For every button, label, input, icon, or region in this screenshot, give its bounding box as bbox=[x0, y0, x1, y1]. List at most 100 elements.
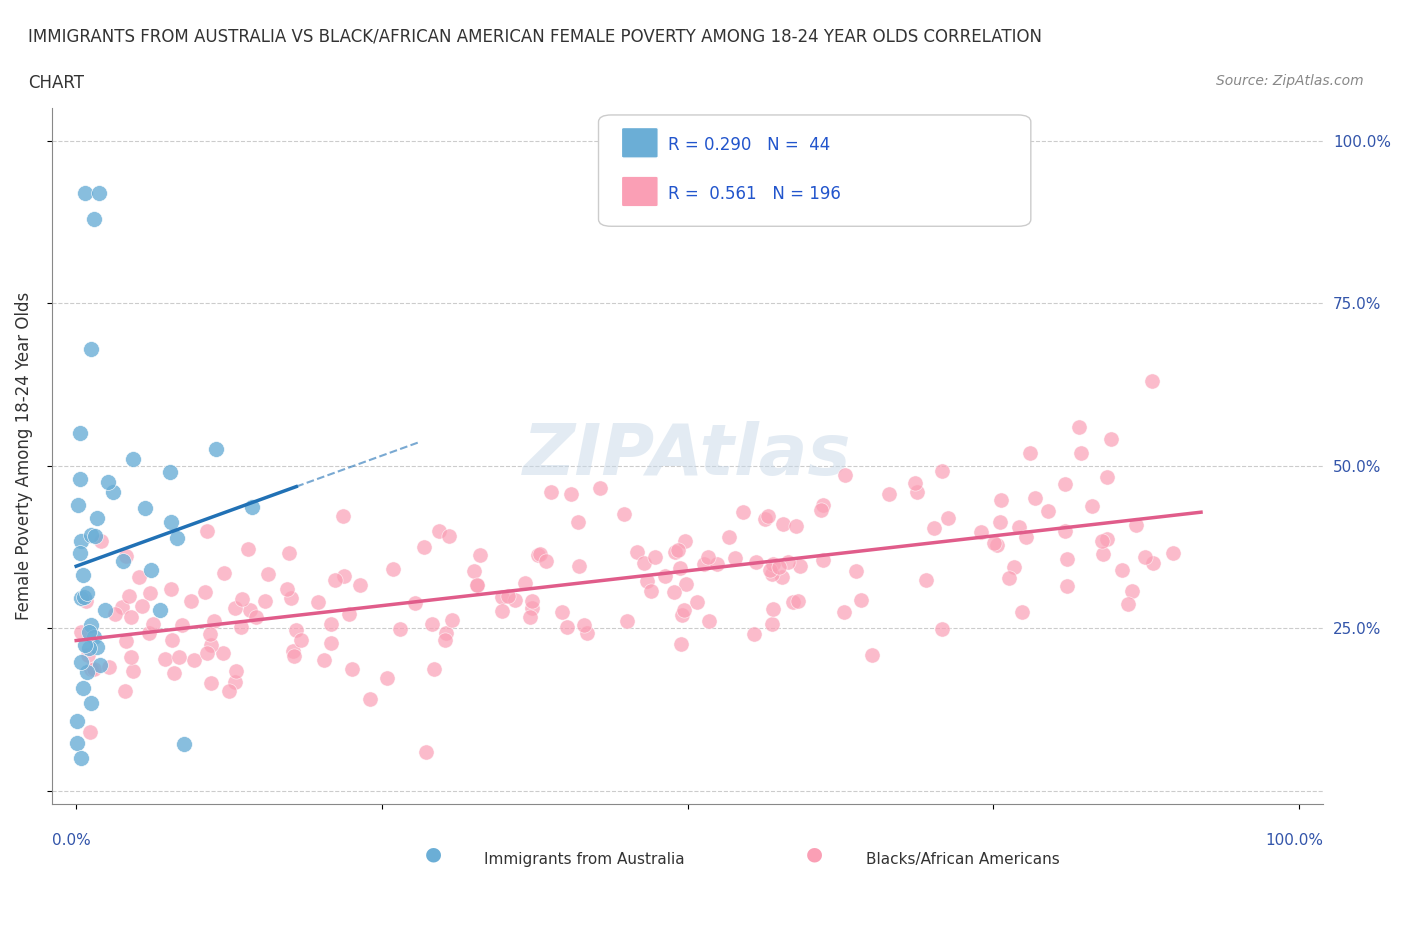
Point bbox=[94, 603, 117, 618]
Point bbox=[1095, 531, 1118, 546]
Point bbox=[253, 594, 276, 609]
Point bbox=[200, 637, 222, 652]
Point bbox=[1067, 419, 1090, 434]
Point bbox=[668, 561, 690, 576]
Point bbox=[76, 586, 98, 601]
Point bbox=[904, 475, 927, 490]
Point bbox=[616, 614, 638, 629]
Point bbox=[75, 594, 97, 609]
Text: 100.0%: 100.0% bbox=[1265, 833, 1323, 848]
Point bbox=[111, 600, 134, 615]
Point bbox=[1054, 524, 1077, 538]
Point bbox=[77, 640, 100, 655]
Text: 0.0%: 0.0% bbox=[52, 833, 90, 848]
Point bbox=[89, 185, 111, 200]
Point bbox=[786, 593, 808, 608]
Point bbox=[97, 474, 120, 489]
Point bbox=[128, 569, 150, 584]
Point bbox=[153, 651, 176, 666]
Point bbox=[551, 604, 574, 619]
Point bbox=[205, 441, 228, 456]
Point bbox=[139, 562, 162, 577]
Point bbox=[526, 548, 548, 563]
Point bbox=[1095, 470, 1118, 485]
Point bbox=[72, 567, 94, 582]
Point bbox=[75, 185, 97, 200]
Point bbox=[520, 600, 543, 615]
Point bbox=[118, 589, 141, 604]
Point bbox=[768, 559, 790, 574]
Point bbox=[813, 552, 835, 567]
Point bbox=[173, 736, 195, 751]
Point bbox=[72, 681, 94, 696]
Point bbox=[470, 547, 492, 562]
Point bbox=[759, 562, 782, 577]
Point bbox=[66, 736, 89, 751]
Point bbox=[86, 511, 108, 525]
Point bbox=[664, 584, 686, 599]
Point bbox=[312, 653, 335, 668]
Point bbox=[84, 529, 107, 544]
Point bbox=[75, 637, 97, 652]
Point bbox=[170, 618, 193, 632]
Text: R =  0.561   N = 196: R = 0.561 N = 196 bbox=[668, 184, 841, 203]
Point bbox=[163, 666, 186, 681]
Point bbox=[567, 514, 589, 529]
Point bbox=[86, 640, 108, 655]
Point bbox=[986, 538, 1008, 552]
FancyBboxPatch shape bbox=[621, 176, 658, 206]
Point bbox=[218, 684, 240, 698]
Point bbox=[1116, 596, 1139, 611]
Point bbox=[80, 341, 103, 356]
Point bbox=[568, 559, 591, 574]
Point bbox=[332, 509, 354, 524]
Point bbox=[1161, 546, 1184, 561]
Point bbox=[969, 525, 991, 539]
Point bbox=[1015, 529, 1038, 544]
Point bbox=[467, 578, 489, 592]
Point bbox=[111, 554, 134, 569]
Point bbox=[69, 426, 91, 441]
Point bbox=[319, 635, 342, 650]
Point bbox=[626, 544, 648, 559]
Point bbox=[756, 509, 779, 524]
Point bbox=[723, 551, 745, 565]
Point bbox=[673, 533, 696, 548]
Text: CHART: CHART bbox=[28, 74, 84, 92]
Point bbox=[280, 591, 302, 605]
Point bbox=[76, 648, 98, 663]
Point bbox=[1142, 556, 1164, 571]
Point bbox=[240, 499, 263, 514]
Point bbox=[915, 572, 938, 587]
Point bbox=[744, 627, 766, 642]
Text: IMMIGRANTS FROM AUSTRALIA VS BLACK/AFRICAN AMERICAN FEMALE POVERTY AMONG 18-24 Y: IMMIGRANTS FROM AUSTRALIA VS BLACK/AFRIC… bbox=[28, 28, 1042, 46]
Point bbox=[139, 585, 162, 600]
Point bbox=[214, 565, 236, 580]
Point bbox=[134, 500, 156, 515]
Point bbox=[381, 562, 404, 577]
Point bbox=[359, 692, 381, 707]
Point bbox=[198, 627, 221, 642]
Point bbox=[1008, 520, 1031, 535]
Point bbox=[389, 622, 412, 637]
Point bbox=[1024, 490, 1046, 505]
Point bbox=[231, 591, 253, 606]
Point bbox=[114, 684, 136, 698]
Point bbox=[225, 664, 247, 679]
Point bbox=[114, 633, 136, 648]
Point bbox=[990, 493, 1012, 508]
Point bbox=[420, 617, 443, 631]
Point bbox=[936, 511, 959, 525]
Point bbox=[754, 512, 776, 526]
Point bbox=[697, 614, 720, 629]
Point bbox=[1140, 374, 1163, 389]
Point bbox=[434, 626, 457, 641]
Point bbox=[1054, 477, 1077, 492]
Point bbox=[166, 531, 188, 546]
Point bbox=[761, 567, 783, 582]
Point bbox=[1018, 445, 1040, 460]
Point bbox=[319, 617, 342, 631]
Point bbox=[785, 519, 807, 534]
Point bbox=[668, 542, 690, 557]
Point bbox=[180, 594, 202, 609]
